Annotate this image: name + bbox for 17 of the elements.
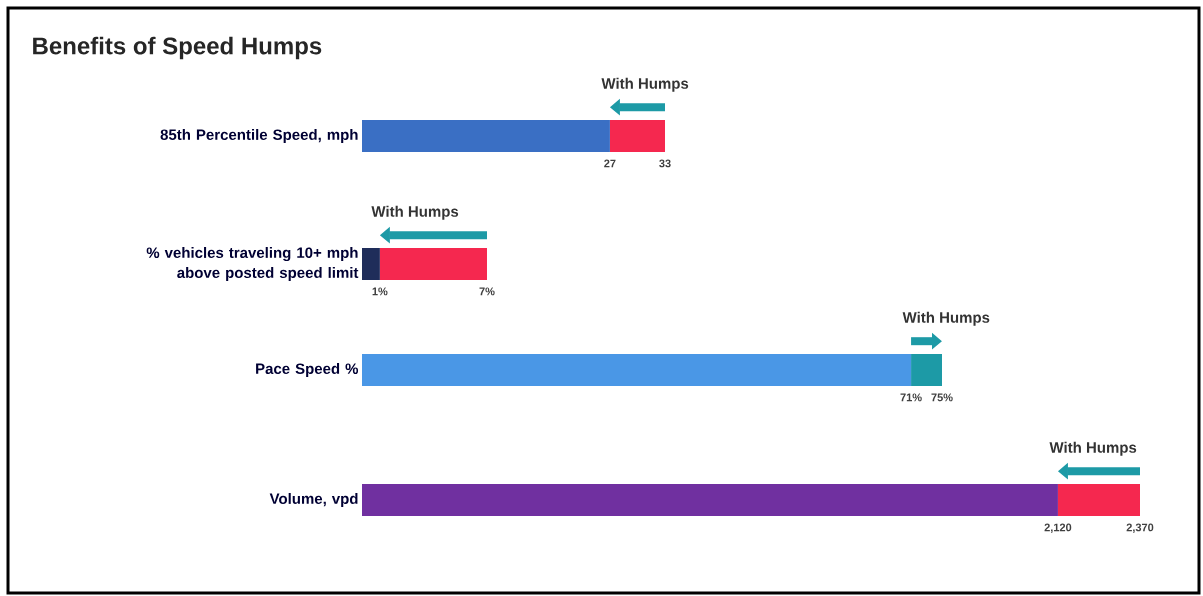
x-tick-label: 33 bbox=[659, 159, 671, 168]
y-tick-label: Volume, vpd bbox=[269, 493, 358, 507]
y-tick-label: % vehicles traveling 10+ mph above posted speed limit bbox=[146, 247, 359, 281]
y-tick-label: 85th Percentile Speed, mph bbox=[160, 129, 358, 143]
x-tick-label: 1% bbox=[372, 287, 388, 296]
x-tick-label: 2,120 bbox=[1044, 523, 1072, 533]
annotation: With Humps bbox=[601, 77, 689, 92]
chart-title: Benefits of Speed Humps bbox=[33, 36, 322, 60]
x-tick-label: 75% bbox=[931, 393, 953, 402]
y-tick-label: Pace Speed % bbox=[256, 363, 359, 377]
x-tick-label: 2,370 bbox=[1126, 523, 1154, 533]
annotation: With Humps bbox=[371, 205, 459, 220]
x-tick-label: 7% bbox=[479, 287, 495, 296]
x-tick-label: 71% bbox=[900, 393, 922, 402]
annotation: With Humps bbox=[902, 311, 990, 326]
x-tick-label: 27 bbox=[604, 159, 616, 168]
annotation: With Humps bbox=[1049, 441, 1137, 456]
